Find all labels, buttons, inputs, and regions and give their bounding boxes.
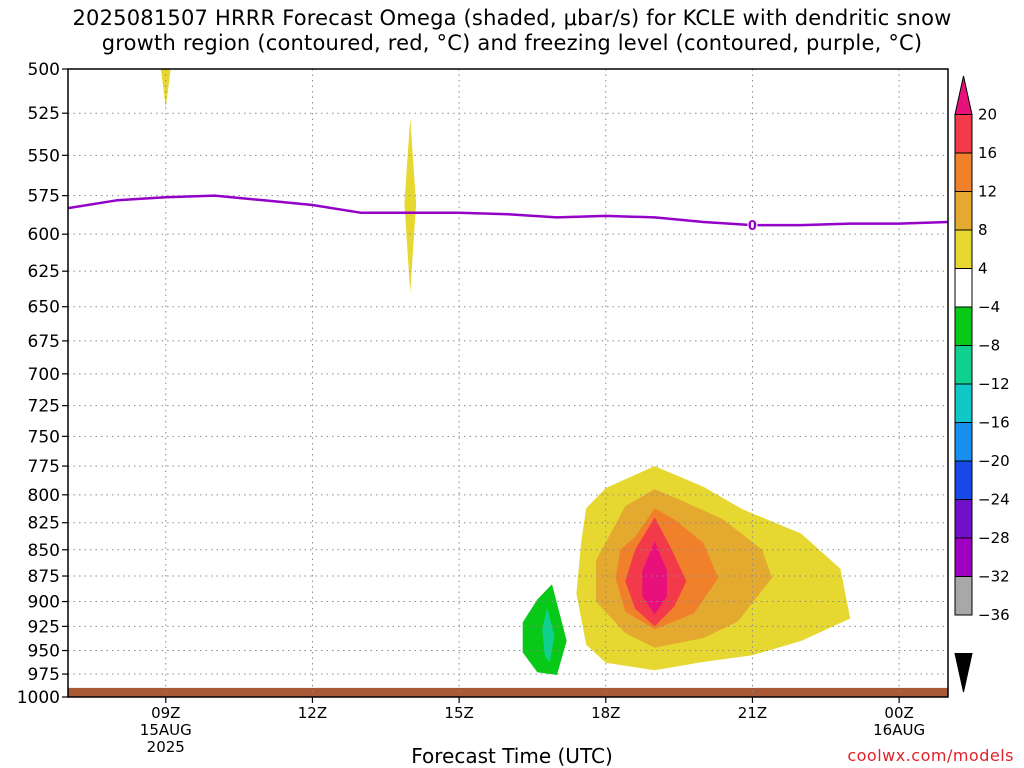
x-tick-label: 12Z (298, 704, 327, 722)
omega-region-1 (160, 69, 171, 108)
colorbar-box (954, 152, 973, 192)
omega-region-2 (404, 118, 417, 293)
x-axis-label: Forecast Time (UTC) (411, 744, 613, 768)
colorbar-label: 4 (978, 260, 988, 278)
colorbar-label: −32 (978, 568, 1010, 586)
colorbar-top-arrow (954, 75, 973, 115)
x-tick-label: 00Z (884, 704, 913, 722)
y-tick-label: 875 (28, 567, 60, 587)
colorbar-box (954, 499, 973, 539)
x-tick-date-label: 15AUG (140, 721, 192, 739)
y-tick-label: 900 (28, 593, 60, 613)
y-tick-label: 700 (28, 365, 60, 385)
y-tick-label: 575 (28, 187, 60, 207)
x-tick-date-label: 16AUG (873, 721, 925, 739)
colorbar-box (954, 229, 973, 269)
colorbar-box (954, 268, 973, 308)
x-tick-label: 21Z (738, 704, 767, 722)
y-tick-label: 625 (28, 262, 60, 282)
y-tick-label: 500 (28, 60, 60, 80)
chart-title-line-2: growth region (contoured, red, °C) and f… (101, 31, 923, 55)
freezing-level-line (68, 194, 948, 227)
colorbar-label: −16 (978, 414, 1010, 432)
y-tick-label: 850 (28, 541, 60, 561)
ground-surface (68, 687, 948, 697)
y-tick-label: 925 (28, 617, 60, 637)
colorbar-label: 20 (978, 106, 997, 124)
y-tick-label: 675 (28, 332, 60, 352)
colorbar-box (954, 576, 973, 616)
x-tick-label: 18Z (591, 704, 620, 722)
colorbar-box (954, 345, 973, 385)
freezing-level-label: 0 (748, 219, 757, 234)
colorbar-box (954, 114, 973, 154)
freezing-level-label-bg (747, 217, 758, 233)
y-tick-label: 975 (28, 665, 60, 685)
source-credit: coolwx.com/models (847, 746, 1014, 765)
x-tick-label: 09Z (151, 704, 180, 722)
y-tick-label: 1000 (17, 688, 60, 708)
colorbar-label: −8 (978, 337, 1000, 355)
y-tick-label: 600 (28, 225, 60, 245)
colorbar-box (954, 422, 973, 462)
colorbar-box (954, 460, 973, 500)
colorbar-box (954, 306, 973, 346)
y-tick-label: 950 (28, 642, 60, 662)
y-tick-label: 800 (28, 486, 60, 506)
y-tick-label: 825 (28, 514, 60, 534)
colorbar-label: −28 (978, 529, 1010, 547)
omega-region-7 (642, 541, 667, 615)
colorbar-label: −24 (978, 491, 1010, 509)
colorbar-label: 16 (978, 144, 997, 162)
y-tick-label: 550 (28, 146, 60, 166)
chart-title-line-1: 2025081507 HRRR Forecast Omega (shaded, … (72, 6, 952, 30)
x-tick-year-label: 2025 (147, 738, 185, 756)
chart-title: 2025081507 HRRR Forecast Omega (shaded, … (0, 6, 1024, 56)
colorbar-label: −4 (978, 298, 1000, 316)
y-tick-label: 525 (28, 104, 60, 124)
y-tick-label: 750 (28, 427, 60, 447)
y-tick-label: 725 (28, 397, 60, 417)
x-tick-label: 15Z (444, 704, 473, 722)
colorbar-box (954, 537, 973, 577)
omega-region-9 (542, 607, 555, 663)
colorbar-label: −20 (978, 452, 1010, 470)
colorbar-bottom-arrow (954, 653, 973, 693)
colorbar-label: −36 (978, 606, 1010, 624)
colorbar-label: 8 (978, 221, 988, 239)
colorbar-box (954, 383, 973, 423)
y-tick-label: 775 (28, 457, 60, 477)
colorbar-box (954, 191, 973, 231)
plot-frame (67, 68, 949, 698)
colorbar-label: 12 (978, 183, 997, 201)
y-tick-label: 650 (28, 298, 60, 318)
colorbar-label: −12 (978, 375, 1010, 393)
